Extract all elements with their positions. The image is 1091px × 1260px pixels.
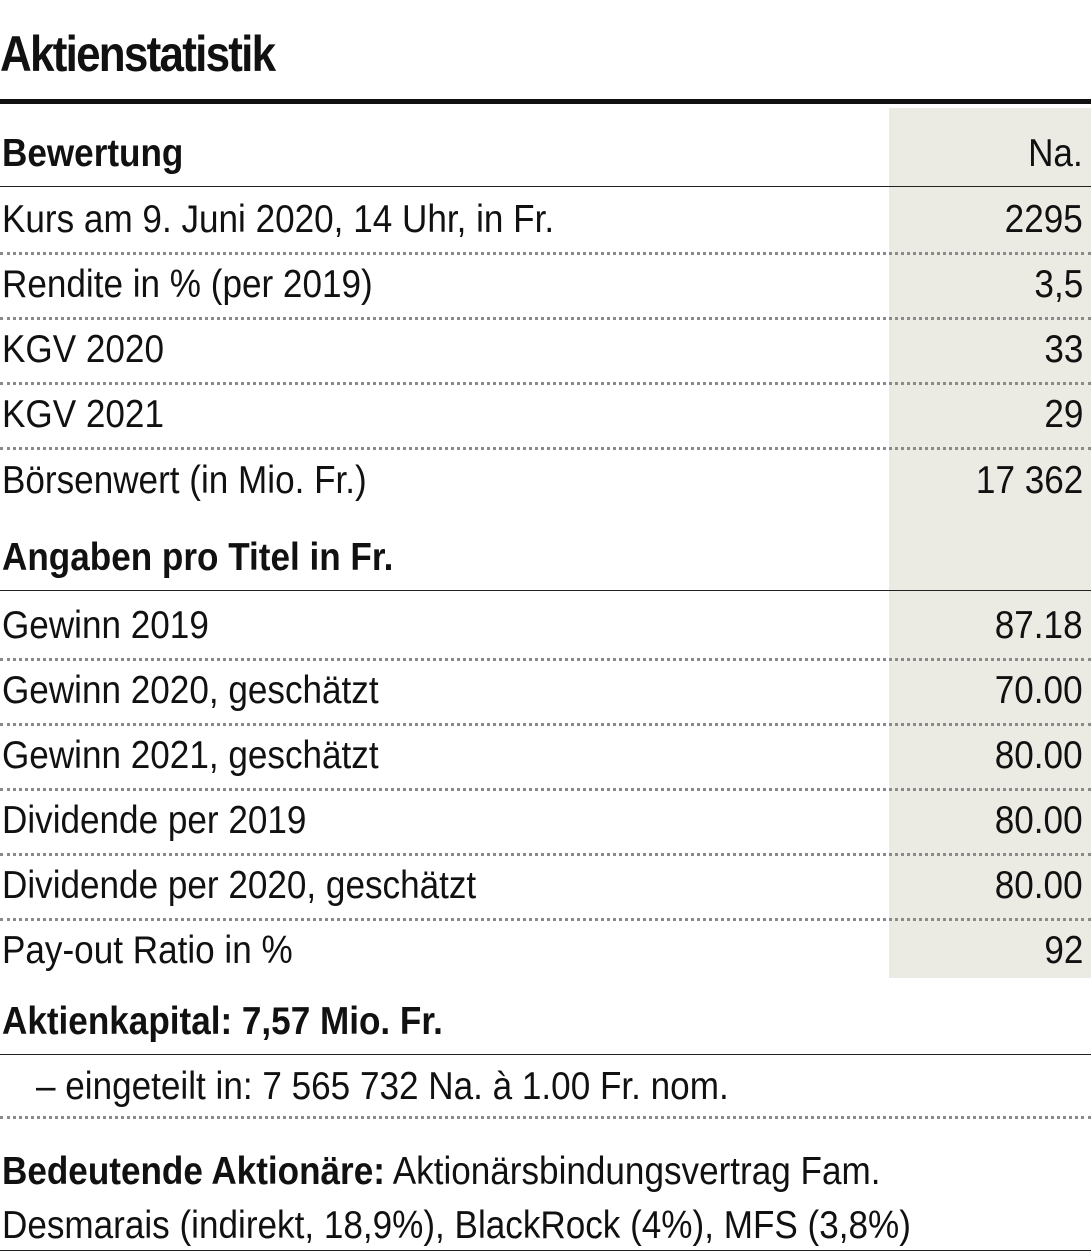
row-label: Dividende per 2020, geschätzt [2, 864, 477, 907]
shareholders-line-2: Desmarais (indirekt, 18,9%), BlackRock (… [2, 1204, 911, 1247]
table-row: Rendite in % (per 2019) 3,5 [0, 253, 1091, 320]
title-divider [0, 99, 1091, 104]
row-label: Rendite in % (per 2019) [2, 263, 373, 306]
row-label: Gewinn 2021, geschätzt [2, 734, 379, 777]
row-value: 33 [1043, 328, 1083, 371]
section-heading: Angaben pro Titel in Fr. [2, 536, 394, 579]
shareholders-text-1: Aktionärsbindungsvertrag Fam. [384, 1150, 881, 1193]
table-row: Dividende per 2020, geschätzt 80.00 [0, 854, 1091, 921]
row-value: 87.18 [995, 604, 1083, 647]
row-label: KGV 2021 [2, 393, 164, 436]
share-capital-detail: – eingeteilt in: 7 565 732 Na. à 1.00 Fr… [0, 1056, 1091, 1119]
table-row: KGV 2020 33 [0, 318, 1091, 385]
row-value: 80.00 [995, 734, 1083, 777]
shareholders-label: Bedeutende Aktionäre: [2, 1150, 385, 1193]
row-value: 80.00 [995, 864, 1083, 907]
row-label: KGV 2020 [2, 328, 164, 371]
row-value: 2295 [1004, 198, 1083, 241]
share-capital: Aktienkapital: 7,57 Mio. Fr. [0, 990, 1091, 1055]
row-label: Dividende per 2019 [2, 799, 307, 842]
row-label: Gewinn 2019 [2, 604, 209, 647]
shareholders-line-1: Bedeutende Aktionäre: Aktionärsbindungsv… [2, 1144, 880, 1200]
share-capital-text: Aktienkapital: 7,57 Mio. Fr. [2, 1000, 443, 1043]
table-row: KGV 2021 29 [0, 383, 1091, 450]
table-row: Gewinn 2021, geschätzt 80.00 [0, 724, 1091, 791]
row-label: Börsenwert (in Mio. Fr.) [2, 459, 367, 502]
row-value: 17 362 [975, 459, 1083, 502]
section-header-bewertung: Bewertung Na. [0, 122, 1091, 187]
table-row: Pay-out Ratio in % 92 [0, 919, 1091, 983]
share-capital-detail-text: – eingeteilt in: 7 565 732 Na. à 1.00 Fr… [36, 1065, 729, 1108]
row-value: 29 [1043, 393, 1083, 436]
column-label: Na. [1028, 132, 1083, 175]
section-header-angaben: Angaben pro Titel in Fr. [0, 526, 1091, 591]
row-label: Gewinn 2020, geschätzt [2, 669, 379, 712]
row-label: Pay-out Ratio in % [2, 929, 293, 972]
row-value: 80.00 [995, 799, 1083, 842]
row-value: 92 [1043, 929, 1083, 972]
row-value: 3,5 [1034, 263, 1083, 306]
table-row: Gewinn 2019 87.18 [0, 594, 1091, 661]
row-value: 70.00 [995, 669, 1083, 712]
table-row: Gewinn 2020, geschätzt 70.00 [0, 659, 1091, 726]
table-row: Börsenwert (in Mio. Fr.) 17 362 [0, 449, 1091, 513]
row-label: Kurs am 9. Juni 2020, 14 Uhr, in Fr. [2, 198, 555, 241]
page-title: Aktienstatistik [0, 26, 276, 82]
section-heading: Bewertung [2, 132, 184, 175]
table-row: Kurs am 9. Juni 2020, 14 Uhr, in Fr. 229… [0, 188, 1091, 255]
table-row: Dividende per 2019 80.00 [0, 789, 1091, 856]
major-shareholders: Bedeutende Aktionäre: Aktionärsbindungsv… [0, 1140, 1091, 1251]
